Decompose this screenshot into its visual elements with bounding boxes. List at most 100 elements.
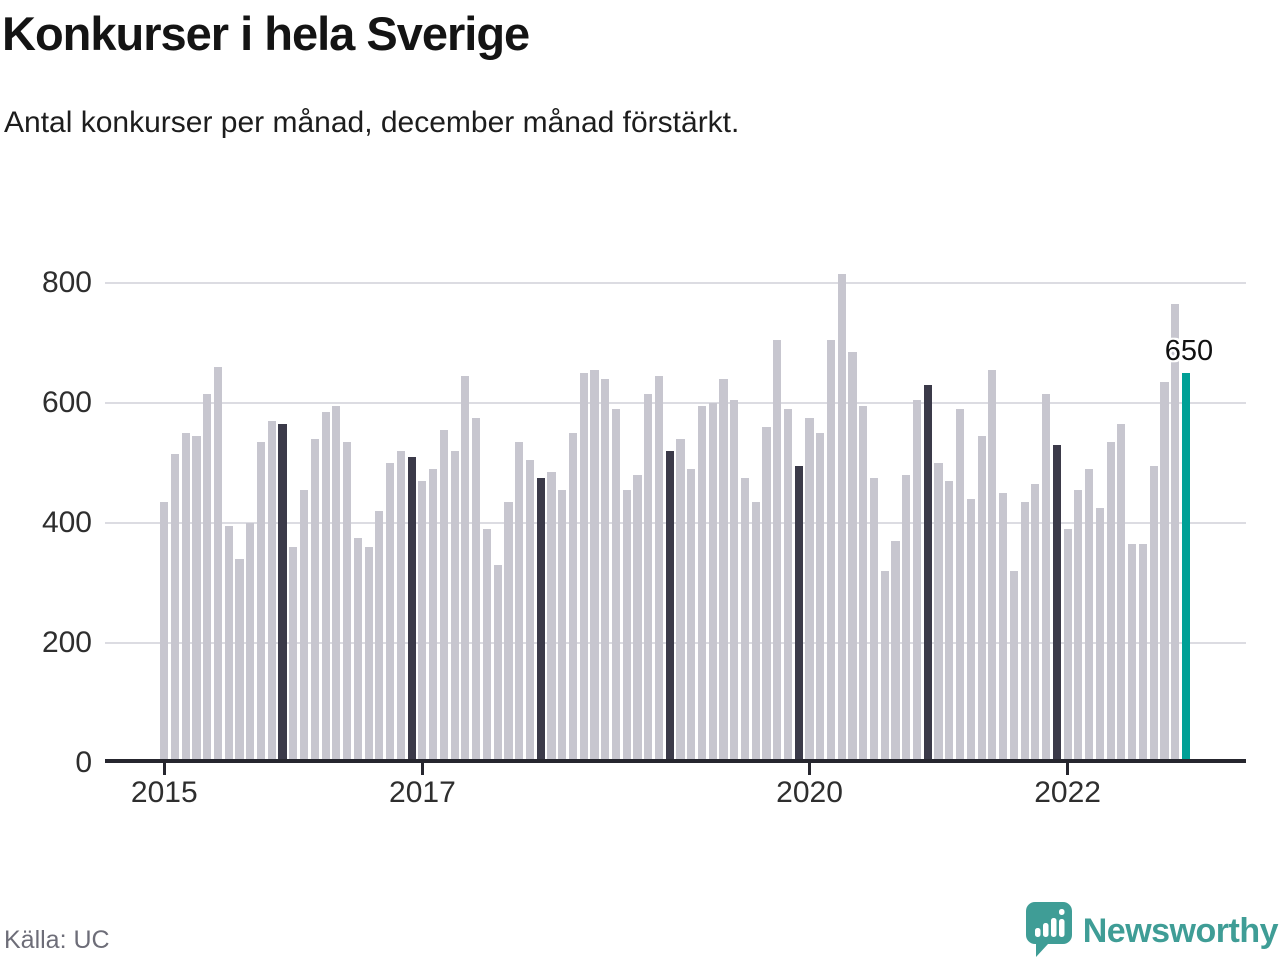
bar-2019-10 — [773, 340, 782, 763]
bar-2017-11 — [525, 460, 535, 763]
bar-2020-04 — [837, 274, 846, 763]
source-note: Källa: UC — [4, 926, 110, 954]
bar-2015-08 — [235, 559, 244, 763]
bar-2021-04 — [966, 499, 975, 763]
newsworthy-speech-bubble-bar-chart-icon — [1023, 900, 1075, 960]
y-axis-label-200: 200 — [41, 626, 92, 659]
x-axis-label-2015: 2015 — [130, 776, 198, 809]
x-axis-label-2020: 2020 — [776, 776, 843, 809]
bar-2015-09 — [246, 523, 255, 763]
bar-2019-02 — [687, 469, 696, 763]
bar-2016-06 — [343, 442, 352, 763]
bar-2017-03 — [439, 430, 448, 763]
latest-value-label: 650 — [1164, 335, 1214, 367]
bar-2021-06 — [988, 370, 997, 763]
bar-2017-07 — [482, 529, 491, 763]
bar-2021-01 — [934, 463, 943, 763]
bar-2022-09 — [1149, 466, 1158, 763]
bar-2015-11 — [267, 421, 276, 763]
bar-2017-10 — [515, 442, 524, 763]
bar-2018-10 — [644, 394, 653, 763]
bar-2018-08 — [622, 490, 631, 763]
bar-2019-07 — [740, 478, 750, 763]
bar-2019-01 — [676, 439, 685, 763]
bar-2020-07 — [869, 478, 879, 763]
bar-2021-02 — [945, 481, 954, 763]
y-axis-label-0: 0 — [75, 746, 92, 779]
bar-2016-11 — [396, 451, 405, 763]
bar-2022-06 — [1117, 424, 1126, 763]
bar-2016-07 — [353, 538, 362, 763]
bar-2017-02 — [429, 469, 438, 763]
bar-2015-12 — [278, 424, 287, 763]
bar-2021-10 — [1031, 484, 1040, 763]
bar-2018-02 — [558, 490, 567, 763]
bar-2018-09 — [633, 475, 642, 763]
bar-2015-07 — [224, 526, 233, 763]
bar-2018-07 — [611, 409, 621, 763]
bar-2015-10 — [256, 442, 266, 763]
bar-2022-04 — [1095, 508, 1104, 763]
bar-2017-01 — [418, 481, 427, 763]
bar-2017-05 — [461, 376, 470, 763]
bar-2022-01 — [1063, 529, 1072, 763]
bar-2015-03 — [181, 433, 190, 763]
bar-2022-12 — [1181, 373, 1191, 763]
bar-2018-11 — [654, 376, 664, 763]
y-axis-label-600: 600 — [41, 386, 92, 419]
page-subtitle: Antal konkurser per månad, december måna… — [4, 106, 740, 139]
bar-2022-07 — [1128, 544, 1137, 763]
bar-2019-12 — [794, 466, 803, 763]
bar-2016-01 — [289, 547, 298, 763]
bar-2022-08 — [1138, 544, 1147, 763]
bar-2015-01 — [160, 502, 169, 763]
bar-2018-12 — [665, 451, 674, 763]
bar-2022-11 — [1171, 304, 1180, 763]
bar-2021-09 — [1020, 502, 1029, 763]
bar-2020-06 — [859, 406, 868, 763]
bar-2015-05 — [203, 394, 212, 763]
bar-2016-03 — [310, 439, 319, 763]
bar-2019-09 — [762, 427, 771, 763]
bar-2016-10 — [386, 463, 395, 763]
y-axis-label-400: 400 — [41, 506, 92, 539]
bar-2020-10 — [902, 475, 911, 763]
bar-2020-02 — [816, 433, 825, 763]
bar-2017-06 — [472, 418, 481, 763]
bar-2020-09 — [891, 541, 900, 763]
x-axis-label-2017: 2017 — [389, 776, 456, 809]
bar-2020-12 — [923, 385, 932, 763]
newsworthy-logo: Newsworthy — [1023, 900, 1279, 960]
bar-2019-04 — [708, 403, 717, 763]
bar-2020-05 — [848, 352, 857, 763]
bar-2016-05 — [332, 406, 341, 763]
page-title: Konkurser i hela Sverige — [2, 7, 530, 60]
bar-2021-11 — [1042, 394, 1051, 763]
bar-2021-03 — [955, 409, 965, 763]
bar-2021-08 — [1009, 571, 1018, 763]
bar-2018-05 — [590, 370, 599, 763]
bar-2018-06 — [601, 379, 610, 763]
bar-2022-03 — [1085, 469, 1094, 763]
bar-2019-06 — [730, 400, 739, 763]
bar-2020-03 — [826, 340, 836, 763]
gridline-y-200 — [105, 642, 1246, 644]
bar-2017-09 — [504, 502, 513, 763]
bar-2017-08 — [493, 565, 502, 763]
bar-2015-02 — [170, 454, 180, 763]
bar-2019-11 — [783, 409, 793, 763]
x-axis-tick-2015 — [162, 763, 166, 775]
bar-2018-01 — [547, 472, 556, 763]
bar-2019-08 — [751, 502, 760, 763]
gridline-y-800 — [105, 282, 1246, 284]
x-axis-tick-2022 — [1066, 763, 1070, 775]
bar-2016-04 — [321, 412, 330, 763]
bar-2022-10 — [1160, 382, 1169, 763]
x-axis-tick-2017 — [420, 763, 424, 775]
bar-2018-03 — [568, 433, 578, 763]
bar-2020-08 — [880, 571, 889, 763]
x-axis-line — [105, 759, 1246, 763]
bar-2019-05 — [719, 379, 728, 763]
